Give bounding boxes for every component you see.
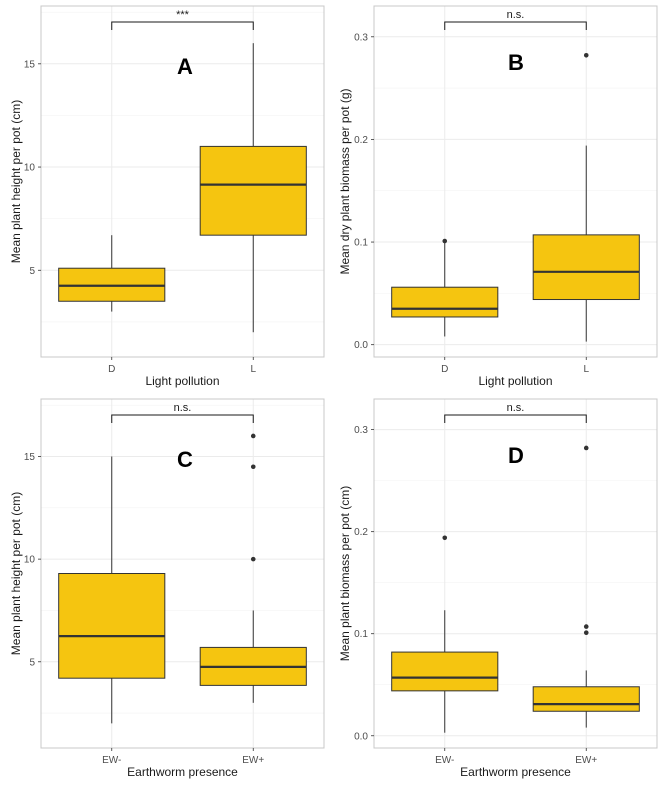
y-tick-label: 10 bbox=[24, 163, 36, 174]
y-axis-title: Mean plant biomass per pot (cm) bbox=[338, 486, 352, 661]
x-tick-label: EW+ bbox=[242, 755, 264, 766]
significance-bracket bbox=[111, 414, 254, 423]
panel-border bbox=[373, 398, 658, 749]
box-D bbox=[391, 238, 499, 337]
significance-label: n.s. bbox=[507, 9, 525, 21]
outlier-point bbox=[583, 445, 589, 451]
panel-label: B bbox=[508, 50, 524, 75]
x-tick-label: D bbox=[441, 364, 448, 375]
box-iqr bbox=[532, 234, 640, 301]
y-tick-label: 5 bbox=[29, 657, 35, 668]
panel-border bbox=[40, 5, 325, 358]
y-tick-label: 15 bbox=[24, 59, 36, 70]
y-tick-label: 0.1 bbox=[354, 238, 368, 249]
outlier-point bbox=[250, 433, 256, 439]
x-tick-label: EW- bbox=[102, 755, 121, 766]
y-tick-label: 0.2 bbox=[354, 135, 368, 146]
panel-C: 5 10 15 EW- EW+ Earthworm presence Mean plant … bbox=[9, 398, 325, 779]
y-tick-label: 0.3 bbox=[354, 32, 368, 43]
panel-A: 5 10 15 D L Light pollution Mean plant height … bbox=[9, 5, 325, 388]
x-axis-title: Light pollution bbox=[478, 374, 552, 388]
x-tick-label: EW+ bbox=[575, 755, 597, 766]
outlier-point bbox=[442, 238, 448, 244]
panel-label: D bbox=[508, 443, 524, 468]
x-tick-label: L bbox=[250, 364, 256, 375]
significance-bracket bbox=[111, 21, 254, 30]
panel-border bbox=[373, 5, 658, 358]
box-EW+ bbox=[199, 433, 307, 703]
outlier-point bbox=[583, 630, 589, 635]
box-EW+ bbox=[532, 445, 640, 728]
x-axis-title: Light pollution bbox=[145, 374, 219, 388]
panel-border bbox=[40, 398, 325, 749]
significance-label: n.s. bbox=[507, 402, 525, 414]
x-tick-label: D bbox=[108, 364, 115, 375]
box-iqr bbox=[532, 686, 640, 712]
outlier-point bbox=[250, 556, 256, 562]
y-tick-label: 10 bbox=[24, 555, 36, 566]
panel-B: 0.0 0.1 0.2 0.3 D L Light pollution Mean dry pl… bbox=[338, 5, 658, 388]
significance-label: *** bbox=[176, 9, 190, 21]
box-L bbox=[532, 52, 640, 342]
panel-D: 0.0 0.1 0.2 0.3 EW- EW+ Earthworm presence Mean… bbox=[338, 398, 658, 779]
box-EW- bbox=[58, 456, 166, 724]
outlier-point bbox=[583, 624, 589, 629]
y-tick-label: 0.1 bbox=[354, 629, 368, 640]
box-L bbox=[199, 43, 307, 333]
panel-label: A bbox=[177, 54, 193, 79]
significance-bracket bbox=[444, 414, 587, 423]
y-tick-label: 0.2 bbox=[354, 527, 368, 538]
x-axis-title: Earthworm presence bbox=[127, 765, 238, 779]
box-iqr bbox=[199, 145, 307, 236]
x-axis-title: Earthworm presence bbox=[460, 765, 571, 779]
y-axis-title: Mean plant height per pot (cm) bbox=[9, 100, 23, 263]
x-tick-label: EW- bbox=[435, 755, 454, 766]
y-tick-label: 0.0 bbox=[354, 731, 368, 742]
outlier-point bbox=[250, 464, 256, 470]
y-tick-label: 0.0 bbox=[354, 340, 368, 351]
y-tick-label: 15 bbox=[24, 452, 36, 463]
y-tick-label: 0.3 bbox=[354, 425, 368, 436]
box-iqr bbox=[391, 651, 499, 692]
panel-label: C bbox=[177, 447, 193, 472]
x-tick-label: L bbox=[583, 364, 589, 375]
box-iqr bbox=[58, 573, 166, 679]
outlier-point bbox=[442, 535, 448, 541]
y-axis-title: Mean dry plant biomass per pot (g) bbox=[338, 88, 352, 274]
significance-label: n.s. bbox=[174, 402, 192, 414]
y-tick-label: 5 bbox=[29, 266, 35, 277]
outlier-point bbox=[583, 52, 589, 58]
box-EW- bbox=[391, 535, 499, 733]
significance-bracket bbox=[444, 21, 587, 30]
box-iqr bbox=[391, 286, 499, 318]
box-D bbox=[58, 235, 166, 312]
y-axis-title: Mean plant height per pot (cm) bbox=[9, 492, 23, 655]
